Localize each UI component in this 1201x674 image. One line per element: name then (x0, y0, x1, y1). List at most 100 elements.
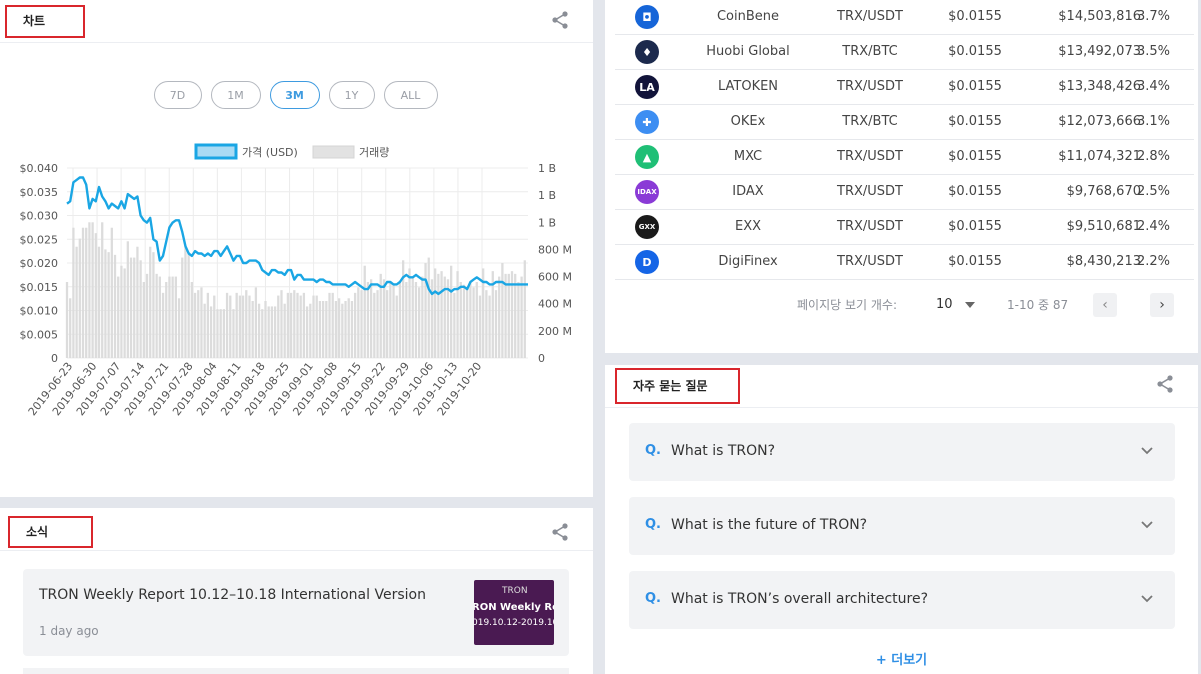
exx-icon: GXX (635, 215, 659, 239)
range-7d-button[interactable]: 7D (153, 81, 202, 109)
volume-bar (350, 301, 354, 358)
faq-item[interactable]: Q. What is TRON? (629, 423, 1175, 481)
range-3m-button[interactable]: 3M (269, 81, 320, 109)
trading-pair: TRX/USDT (837, 149, 903, 164)
range-all-button[interactable]: ALL (383, 81, 438, 109)
trading-pair: TRX/BTC (842, 44, 898, 59)
market-row[interactable]: ✚ OKEx TRX/BTC $0.0155 $12,073,666 3.1% (615, 105, 1194, 140)
volume-bar (72, 227, 75, 358)
trading-pair: TRX/USDT (837, 9, 903, 24)
faq-item[interactable]: Q. What is the future of TRON? (629, 497, 1175, 555)
volume-bar (117, 276, 120, 358)
volume-bar (81, 227, 85, 358)
volume-bar (523, 260, 526, 358)
trading-pair: TRX/BTC (842, 114, 898, 129)
exchange-name[interactable]: IDAX (732, 184, 764, 199)
volume-share: 3.7% (1136, 9, 1170, 24)
volume-bar (315, 295, 318, 358)
digifinex-icon: D (635, 250, 659, 274)
share-icon[interactable] (550, 10, 570, 30)
volume-bar (408, 268, 411, 358)
news-item-next (23, 668, 569, 674)
volume-bar (97, 246, 101, 358)
volume-bar (251, 301, 254, 358)
volume-bar (485, 290, 488, 358)
volume-bars (65, 222, 526, 358)
exchange-name[interactable]: DigiFinex (718, 254, 778, 269)
faq-item[interactable]: Q. What is TRON’s overall architecture? (629, 571, 1175, 629)
range-1m-button[interactable]: 1M (210, 81, 261, 109)
market-row[interactable]: GXX EXX TRX/USDT $0.0155 $9,510,681 2.4% (615, 210, 1194, 245)
market-row[interactable]: LA LATOKEN TRX/USDT $0.0155 $13,348,426 3.4% (615, 70, 1194, 105)
volume-bar (363, 265, 366, 358)
volume-bar (517, 282, 520, 358)
per-page-select[interactable]: 10 (936, 297, 953, 312)
market-row[interactable]: ♦ Huobi Global TRX/BTC $0.0155 $13,492,073 3.… (615, 35, 1194, 70)
volume-bar (382, 279, 386, 358)
volume-bar (222, 309, 226, 358)
share-icon[interactable] (1155, 374, 1175, 394)
volume-share: 3.4% (1136, 79, 1170, 94)
exchange-name[interactable]: LATOKEN (717, 79, 779, 94)
volume-bar (203, 303, 206, 358)
volume-bar (360, 290, 363, 358)
volume-bar (434, 268, 437, 358)
y-left-tick-label: $0.025 (20, 233, 59, 246)
news-item[interactable]: TRON Weekly Report 10.12–10.18 Internati… (23, 569, 569, 656)
okex-icon: ✚ (635, 110, 659, 134)
volume-bar (161, 292, 165, 358)
prev-page-button[interactable]: ‹ (1093, 293, 1117, 317)
faq-question[interactable]: What is the future of TRON? (671, 517, 868, 533)
chevron-down-icon[interactable] (1139, 591, 1155, 607)
news-item-thumbnail[interactable]: TRON RON Weekly Report 019.10.12-2019.10… (474, 580, 554, 645)
faq-more-link[interactable]: + 더보기 (875, 653, 928, 668)
next-page-button[interactable]: › (1150, 293, 1174, 317)
news-panel-header (0, 508, 593, 551)
market-row[interactable]: ▲ MXC TRX/USDT $0.0155 $11,074,321 2.8% (615, 140, 1194, 175)
volume-bar (328, 292, 331, 358)
share-icon[interactable] (550, 522, 570, 542)
price: $0.0155 (948, 44, 1002, 59)
market-row[interactable]: D DigiFinex TRX/USDT $0.0155 $8,430,213 2.2% (615, 245, 1194, 280)
volume-bar (187, 252, 190, 358)
volume-share: 3.5% (1136, 44, 1170, 59)
news-item-title[interactable]: TRON Weekly Report 10.12–10.18 Internati… (39, 587, 426, 603)
exchange-name[interactable]: MXC (733, 149, 763, 164)
chevron-down-icon[interactable] (1139, 443, 1155, 459)
faq-question[interactable]: What is TRON? (671, 443, 776, 459)
volume-bar (197, 290, 200, 358)
y-right-tick-label: 600 M (538, 271, 572, 284)
volume-bar (357, 287, 360, 358)
volume-bar (142, 282, 145, 358)
volume-bar (65, 282, 69, 358)
volume-bar (104, 249, 107, 358)
volume-bar (450, 265, 453, 358)
exchange-name[interactable]: EXX (734, 219, 762, 234)
price: $0.0155 (948, 79, 1002, 94)
faq-question[interactable]: What is TRON’s overall architecture? (671, 591, 929, 607)
volume-bar (369, 279, 373, 358)
exchange-name[interactable]: OKEx (730, 114, 766, 129)
faq-q-prefix: Q. (645, 517, 661, 532)
exchange-name[interactable]: CoinBene (716, 9, 780, 24)
range-1y-button[interactable]: 1Y (328, 81, 375, 109)
chevron-down-icon[interactable] (965, 301, 975, 309)
volume-bar (168, 276, 171, 358)
exchange-name[interactable]: Huobi Global (706, 44, 790, 59)
market-row[interactable]: ◘ CoinBene TRX/USDT $0.0155 $14,503,816 3.7% (615, 0, 1194, 35)
chart-panel-title: 차트 (5, 5, 85, 38)
chevron-down-icon[interactable] (1139, 517, 1155, 533)
volume-bar (216, 309, 219, 358)
volume-bar (411, 276, 414, 358)
volume-bar (289, 292, 293, 358)
price-volume-chart: 가격 (USD) 거래량 $0.040$0.035$0.030$0.025$0.… (20, 143, 572, 418)
volume-bar (427, 257, 430, 358)
x-axis: 2019-06-232019-06-302019-07-072019-07-14… (26, 360, 485, 418)
volume-bar (171, 276, 174, 358)
trading-pair: TRX/USDT (837, 79, 903, 94)
volume-bar (264, 301, 267, 358)
volume-bar (229, 295, 232, 358)
market-row[interactable]: IDAX IDAX TRX/USDT $0.0155 $9,768,670 2.5% (615, 175, 1194, 210)
volume-bar (312, 295, 315, 358)
volume-bar (241, 295, 245, 358)
